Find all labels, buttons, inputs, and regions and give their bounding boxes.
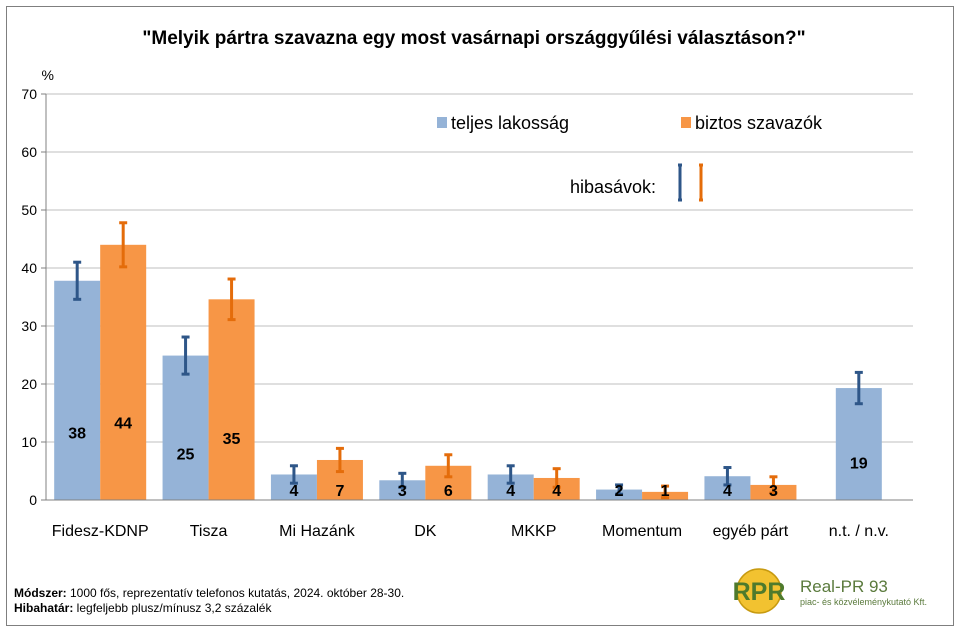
method-line: Módszer: 1000 fős, reprezentatív telefon… [14, 586, 404, 601]
margin-label: Hibahatár: [14, 601, 74, 615]
chart-frame [6, 6, 954, 626]
y-axis-unit: % [42, 67, 54, 83]
data-label: 4 [506, 483, 515, 500]
chart-title: "Melyik pártra szavazna egy most vasárna… [142, 28, 805, 49]
data-label: 35 [223, 431, 241, 448]
logo-name: Real-PR 93 [800, 577, 888, 596]
data-label: 1 [661, 483, 670, 500]
data-label: 4 [552, 483, 561, 500]
y-tick-label: 60 [21, 144, 37, 160]
logo-mark: RPR [733, 578, 786, 606]
legend-label: teljes lakosság [451, 113, 569, 133]
x-tick-label: Fidesz-KDNP [52, 523, 149, 540]
errorbar-legend-label: hibasávok: [570, 177, 656, 197]
bar [162, 355, 209, 500]
data-label: 3 [769, 483, 778, 500]
x-tick-label: n.t. / n.v. [829, 523, 889, 540]
data-label: 6 [444, 483, 453, 500]
y-tick-label: 50 [21, 202, 37, 218]
bar [100, 244, 147, 500]
y-tick-label: 0 [29, 492, 37, 508]
legend-label: biztos szavazók [695, 113, 823, 133]
bar [704, 476, 751, 500]
x-tick-label: DK [414, 523, 437, 540]
y-tick-label: 20 [21, 376, 37, 392]
legend-swatch [437, 117, 447, 128]
margin-line: Hibahatár: legfeljebb plusz/mínusz 3,2 s… [14, 601, 404, 616]
data-label: 4 [289, 483, 298, 500]
footer-note: Módszer: 1000 fős, reprezentatív telefon… [14, 586, 404, 616]
data-label: 44 [114, 416, 132, 433]
legend-swatch [681, 117, 691, 128]
x-tick-label: Mi Hazánk [279, 523, 356, 540]
x-tick-label: MKKP [511, 523, 556, 540]
legend: teljes lakosság biztos szavazók hibasávok: [437, 113, 823, 202]
data-label: 4 [723, 483, 732, 500]
y-tick-label: 40 [21, 260, 37, 276]
data-label: 25 [177, 447, 195, 464]
data-label: 7 [335, 483, 344, 500]
data-label: 2 [615, 483, 624, 500]
method-label: Módszer: [14, 586, 67, 600]
y-tick-label: 70 [21, 86, 37, 102]
margin-text: legfeljebb plusz/mínusz 3,2 százalék [73, 601, 272, 615]
logo-tagline: piac- és közvéleménykutató Kft. [800, 597, 927, 607]
bar [379, 480, 426, 500]
bar [54, 280, 101, 500]
y-tick-label: 10 [21, 434, 37, 450]
axes: 0 10 20 30 40 50 60 70 Fidesz-KDNP Tisza Mi Hazánk… [21, 86, 913, 540]
bar [533, 477, 580, 500]
data-label: 3 [398, 483, 407, 500]
rpr-globe-logo: RPR Real-PR 93 piac- és közvéleménykutat… [733, 568, 927, 614]
x-tick-label: Tisza [190, 523, 228, 540]
y-tick-label: 30 [21, 318, 37, 334]
bar [208, 299, 255, 500]
bar [835, 388, 882, 500]
x-tick-label: egyéb párt [713, 523, 789, 540]
data-label: 38 [68, 426, 86, 443]
data-label: 19 [850, 456, 868, 473]
method-text: 1000 fős, reprezentatív telefonos kutatá… [66, 586, 405, 600]
logo-globe-icon [736, 568, 782, 614]
x-tick-label: Momentum [602, 523, 682, 540]
